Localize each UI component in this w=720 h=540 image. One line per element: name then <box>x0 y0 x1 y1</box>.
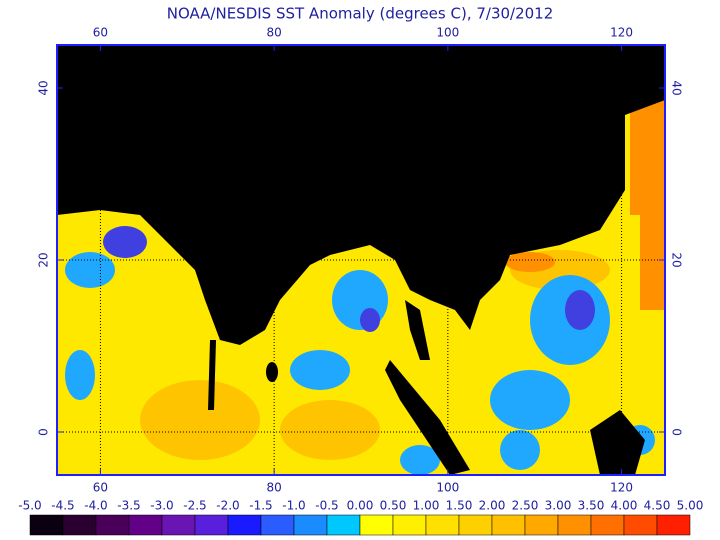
colorbar-box <box>656 514 691 536</box>
x-tick-label: 60 <box>93 26 108 40</box>
x-tick-label: 100 <box>436 481 459 495</box>
colorbar-label: 4.50 <box>644 499 671 513</box>
x-tick-label: 120 <box>610 26 633 40</box>
colorbar-box <box>326 514 361 536</box>
land <box>57 45 665 475</box>
colorbar-label: 3.50 <box>578 499 605 513</box>
colorbar-box <box>392 514 427 536</box>
colorbar-box <box>425 514 460 536</box>
colorbar-box <box>260 514 295 536</box>
colorbar-box <box>128 514 163 536</box>
colorbar-label: 2.50 <box>512 499 539 513</box>
colorbar-box <box>293 514 328 536</box>
cold-patches <box>103 226 595 332</box>
warm-patches <box>140 250 610 460</box>
colorbar-label: -4.0 <box>84 499 107 513</box>
colorbar-label: -5.0 <box>18 499 41 513</box>
colorbar: -5.0 -4.5 -4.0 -3.5 -3.0 -2.5 -2.0 -1.5 -1.0 -0.5… <box>18 499 703 536</box>
map-area <box>57 45 665 475</box>
colorbar-label: -1.0 <box>282 499 305 513</box>
y-tick-label: 0 <box>37 428 51 436</box>
y-tick-label: 20 <box>37 252 51 267</box>
x-tick-label: 120 <box>610 481 633 495</box>
colorbar-label: -2.5 <box>183 499 206 513</box>
y-tick-label: 0 <box>670 428 684 436</box>
colorbar-label: 2.00 <box>479 499 506 513</box>
colorbar-box <box>623 514 658 536</box>
colorbar-box <box>29 514 64 536</box>
map-title: NOAA/NESDIS SST Anomaly (degrees C), 7/3… <box>167 5 554 23</box>
colorbar-box <box>227 514 262 536</box>
colorbar-label: -2.0 <box>216 499 239 513</box>
y-tick-label: 40 <box>670 80 684 95</box>
colorbar-label: 1.50 <box>446 499 473 513</box>
colorbar-label: 3.00 <box>545 499 572 513</box>
colorbar-box <box>557 514 592 536</box>
x-tick-label: 60 <box>93 481 108 495</box>
y-tick-label: 40 <box>37 80 51 95</box>
colorbar-label: 4.00 <box>611 499 638 513</box>
colorbar-label: -3.0 <box>150 499 173 513</box>
colorbar-box <box>161 514 196 536</box>
colorbar-box <box>524 514 559 536</box>
colorbar-label: 0.50 <box>380 499 407 513</box>
colorbar-box <box>491 514 526 536</box>
colorbar-label: -4.5 <box>51 499 74 513</box>
colorbar-box <box>62 514 97 536</box>
colorbar-box <box>458 514 493 536</box>
colorbar-label: -1.5 <box>249 499 272 513</box>
y-tick-label: 20 <box>670 252 684 267</box>
colorbar-box <box>194 514 229 536</box>
colorbar-box <box>359 514 394 536</box>
colorbar-label: -0.5 <box>315 499 338 513</box>
colorbar-label: 0.00 <box>347 499 374 513</box>
colorbar-box <box>590 514 625 536</box>
map-frame <box>56 44 666 476</box>
x-tick-label: 100 <box>436 26 459 40</box>
colorbar-label: 5.00 <box>677 499 704 513</box>
x-tick-label: 80 <box>267 26 282 40</box>
colorbar-label: 1.00 <box>413 499 440 513</box>
colorbar-label: -3.5 <box>117 499 140 513</box>
x-tick-label: 80 <box>267 481 282 495</box>
colorbar-box <box>95 514 130 536</box>
